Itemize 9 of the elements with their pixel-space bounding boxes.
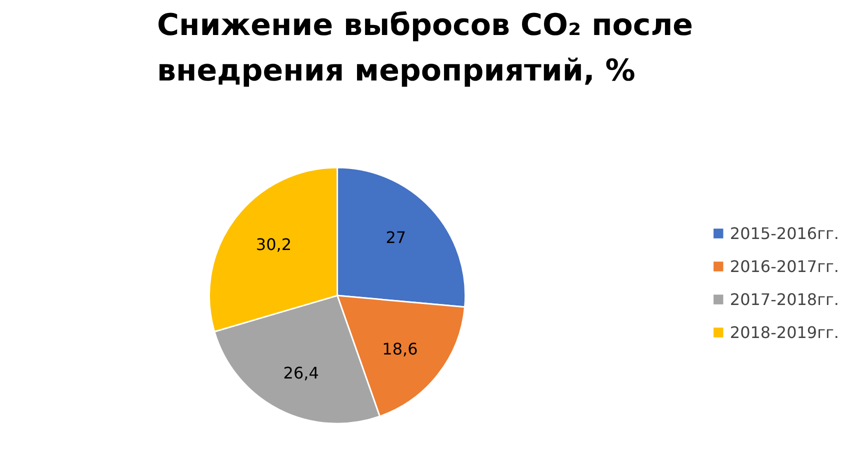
data-label: 26,4 xyxy=(283,363,319,382)
chart-title: Снижение выбросов CO₂ после внедрения мероприятий, % xyxy=(156,8,694,88)
data-label: 18,6 xyxy=(382,340,418,359)
data-label: 27 xyxy=(386,228,406,248)
legend-label: 2016-2017гг. xyxy=(730,256,839,276)
legend-label: 2015-2016гг. xyxy=(730,224,839,242)
legend-label: 2017-2018гг. xyxy=(730,290,839,308)
data-label: 30,2 xyxy=(256,234,292,254)
legend-label: 2018-2019гг. xyxy=(730,322,839,342)
